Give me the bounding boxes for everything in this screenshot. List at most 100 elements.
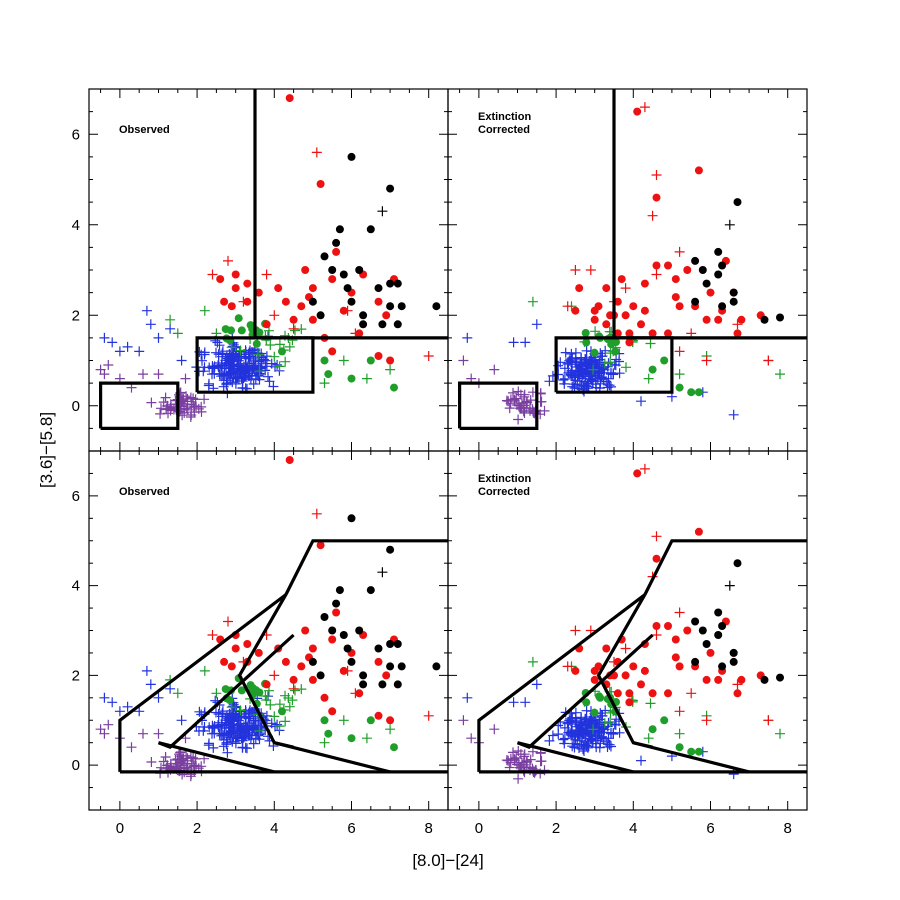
panel-label-line: Extinction [478, 111, 531, 123]
red-cross-point [288, 683, 299, 694]
blue-cross-point [520, 697, 531, 708]
black-dot-point [718, 662, 727, 671]
purple-cross-point [95, 364, 106, 375]
red-dot-point [671, 635, 680, 644]
red-cross-point [674, 607, 685, 618]
green-cross-point [254, 725, 265, 736]
panel-plot-area [95, 456, 448, 782]
blue-cross-point [218, 734, 229, 745]
blue-cross-point [114, 346, 125, 357]
red-dot-point [621, 311, 630, 320]
blue-cross-point [216, 719, 227, 730]
blue-cross-point [559, 733, 570, 744]
red-dot-point [640, 666, 649, 675]
region-boundary-7 [284, 539, 448, 596]
x-tick-label: 4 [629, 820, 637, 837]
purple-cross-point [153, 728, 164, 739]
blue-cross-point [222, 747, 233, 758]
region-boundary-5 [237, 593, 391, 774]
red-dot-point [571, 306, 580, 315]
blue-cross-point [520, 337, 531, 348]
purple-cross-point [138, 728, 148, 739]
region-boundary-4 [157, 633, 295, 750]
green-cross-point [527, 656, 538, 667]
blue-cross-point [553, 729, 564, 740]
blue-cross-point [589, 725, 600, 736]
green-dot-point [582, 698, 591, 707]
green-dot-point [590, 348, 599, 357]
black-dot-point [374, 284, 383, 293]
purple-cross-point [489, 724, 500, 735]
red-dot-point [733, 689, 742, 698]
blue-cross-point [592, 733, 603, 744]
blue-cross-point [114, 706, 125, 717]
black-dot-point [718, 622, 727, 630]
black-dot-point [332, 238, 341, 247]
red-cross-point [651, 531, 662, 542]
region-boundary-3 [612, 89, 807, 340]
blue-cross-point [531, 679, 542, 690]
red-dot-point [254, 648, 263, 657]
red-dot-point [652, 261, 661, 270]
purple-cross-point [103, 719, 114, 730]
purple-cross-point [181, 391, 192, 402]
purple-cross-point [175, 757, 186, 768]
red-dot-point [571, 666, 580, 675]
red-cross-point [570, 265, 581, 275]
black-dot-point [393, 320, 402, 329]
panel-label-line: Corrected [478, 124, 530, 136]
black-dot-point [698, 266, 707, 274]
blue-cross-point [243, 711, 254, 722]
black-dot-point [776, 673, 784, 682]
region-boundary-3 [517, 741, 634, 774]
blue-cross-point [243, 723, 253, 734]
blue-cross-point [547, 730, 558, 741]
region-boundary-1 [458, 381, 539, 430]
purple-cross-point [511, 752, 522, 763]
black-dot-point [386, 184, 395, 193]
panel-label-line: Corrected [478, 486, 530, 498]
blue-cross-point [586, 720, 597, 731]
red-cross-point [674, 346, 685, 357]
panel-plot-area [95, 89, 448, 430]
red-dot-point [316, 541, 325, 550]
blue-cross-point [217, 706, 228, 717]
blue-cross-point [567, 741, 578, 752]
red-cross-point [674, 706, 685, 717]
blue-cross-point [570, 353, 581, 364]
green-cross-point [280, 356, 291, 367]
blue-cross-point [226, 727, 237, 738]
region-boundary-7 [643, 539, 807, 596]
outer-labels: [8.0]−[24] [3.6]−[5.8] [37, 412, 484, 870]
black-cross-point [377, 206, 388, 217]
blue-cross-point [578, 358, 589, 369]
green-cross-point [605, 357, 616, 368]
blue-cross-point [577, 373, 587, 384]
black-dot-point [691, 297, 700, 306]
red-dot-point [683, 266, 692, 274]
x-tick-label: 4 [270, 820, 278, 837]
green-dot-point [255, 328, 264, 337]
red-dot-point [281, 297, 290, 306]
red-dot-point [737, 675, 746, 684]
purple-cross-point [501, 395, 512, 406]
green-cross-point [643, 373, 654, 384]
green-dot-point [687, 388, 696, 397]
blue-cross-point [141, 305, 152, 316]
purple-cross-point [160, 752, 171, 762]
blue-cross-point [263, 371, 273, 382]
green-cross-point [274, 699, 285, 710]
green-dot-point [246, 321, 255, 330]
blue-cross-point [107, 697, 118, 708]
blue-cross-point [601, 376, 612, 387]
black-dot-point [328, 266, 337, 274]
blue-cross-point [211, 347, 221, 358]
green-cross-point [674, 369, 685, 380]
green-dot-point [675, 743, 684, 752]
black-dot-point [343, 644, 352, 653]
blue-cross-point [559, 373, 570, 384]
green-cross-point [385, 724, 396, 735]
purple-cross-point [458, 715, 469, 726]
panel-plot-area [458, 89, 807, 430]
